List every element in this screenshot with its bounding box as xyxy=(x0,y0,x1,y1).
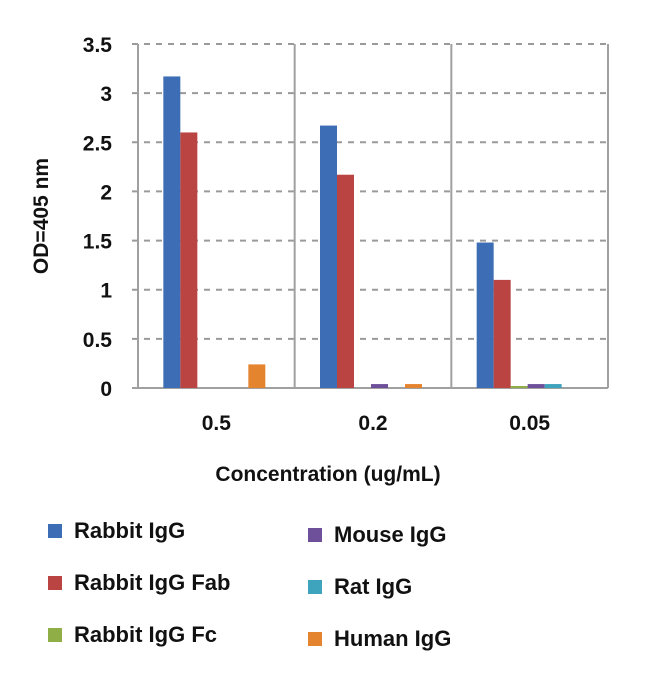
legend-label: Rabbit IgG xyxy=(74,518,186,543)
legend-item: Rat IgG xyxy=(308,574,412,600)
bar-mouse-igg-0.05 xyxy=(527,384,545,388)
legend-item: Rabbit IgG Fab xyxy=(48,570,230,596)
bar-rabbit-igg-fab-0.5 xyxy=(180,132,198,388)
y-tick-label: 3.5 xyxy=(83,34,113,57)
bar-rat-igg-0.05 xyxy=(544,384,562,388)
legend-swatch xyxy=(48,524,62,538)
bar-rabbit-igg-0.05 xyxy=(476,242,494,388)
x-axis-ticks: 0.5 0.2 0.05 xyxy=(202,412,551,435)
bar-rabbit-igg-0.2 xyxy=(320,125,337,388)
legend-item: Mouse IgG xyxy=(308,522,446,548)
x-tick-label: 0.05 xyxy=(509,412,550,435)
bar-rabbit-igg-fab-0.2 xyxy=(337,174,354,388)
y-tick-label: 3 xyxy=(100,83,112,106)
x-tick-label: 0.2 xyxy=(358,412,387,435)
legend-swatch xyxy=(308,528,322,542)
y-axis-ticks: 0 0.5 1 1.5 2 2.5 3 3.5 xyxy=(83,34,113,401)
gridlines xyxy=(132,43,608,340)
bar-human-igg-0.5 xyxy=(248,364,266,388)
bars xyxy=(163,76,562,388)
bar-chart: 0 0.5 1 1.5 2 2.5 3 3.5 0.5 0.2 0.05 OD=405 nm Co… xyxy=(30,34,609,486)
legend-swatch xyxy=(308,580,322,594)
y-tick-label: 1 xyxy=(100,280,112,303)
x-axis-title: Concentration (ug/mL) xyxy=(215,463,440,486)
legend-swatch xyxy=(308,632,322,646)
legend-label: Rabbit IgG Fc xyxy=(74,622,217,647)
bar-rabbit-igg-0.5 xyxy=(163,76,181,388)
legend-label: Mouse IgG xyxy=(334,522,447,547)
y-tick-label: 0 xyxy=(100,378,112,401)
y-tick-label: 0.5 xyxy=(83,329,113,352)
y-tick-label: 2.5 xyxy=(83,132,113,155)
category-dividers xyxy=(132,44,609,389)
bar-rabbit-igg-fc-0.05 xyxy=(510,386,528,388)
y-axis-title: OD=405 nm xyxy=(30,158,53,274)
legend-label: Human IgG xyxy=(334,626,452,651)
legend-swatch xyxy=(48,576,62,590)
legend-label: Rabbit IgG Fab xyxy=(74,570,231,595)
legend-item: Human IgG xyxy=(308,626,451,652)
legend-swatch xyxy=(48,628,62,642)
x-tick-label: 0.5 xyxy=(202,412,232,435)
bar-human-igg-0.2 xyxy=(405,384,422,388)
y-tick-label: 2 xyxy=(100,181,112,204)
y-tick-label: 1.5 xyxy=(83,231,113,254)
legend-item: Rabbit IgG xyxy=(48,518,185,544)
bar-rabbit-igg-fab-0.05 xyxy=(493,279,511,388)
legend-item: Rabbit IgG Fc xyxy=(48,622,217,648)
bar-mouse-igg-0.2 xyxy=(371,384,388,388)
legend-label: Rat IgG xyxy=(334,574,413,599)
